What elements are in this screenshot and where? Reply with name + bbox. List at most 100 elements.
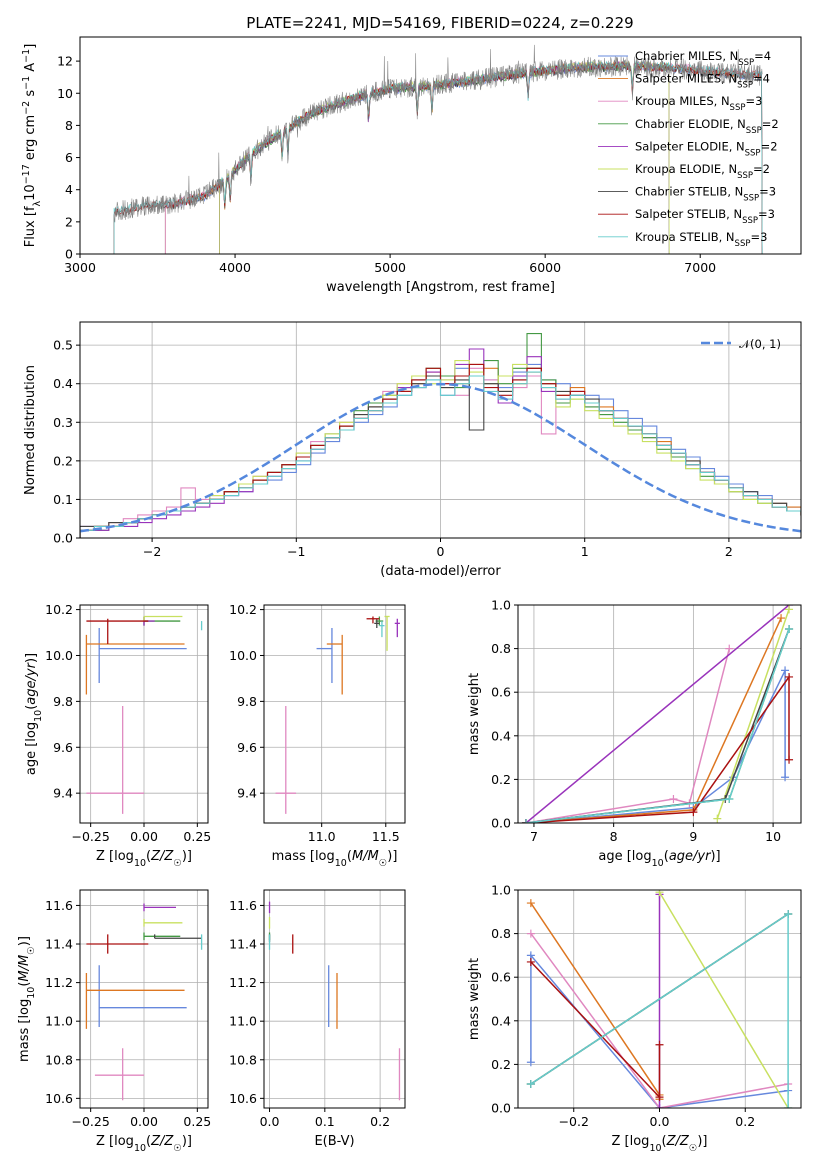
x-axis-label: age [log10(age/yr)] xyxy=(598,849,720,869)
label-part: )] xyxy=(710,849,720,864)
y-tick-label: 10.6 xyxy=(229,1091,257,1106)
x-tick-label: −0.25 xyxy=(72,1114,110,1129)
y-tick-label: 0.6 xyxy=(491,685,511,700)
x-tick-label: 9 xyxy=(689,829,697,844)
label-part: ( xyxy=(664,849,669,864)
label-part: ☉ xyxy=(26,946,37,955)
y-tick-label: 0.8 xyxy=(491,641,511,656)
weight-marker xyxy=(781,773,790,782)
x-axis-label: Z [log10(Z/Z☉)] xyxy=(96,849,192,869)
weight-marker xyxy=(781,666,790,675)
y-tick-label: 6 xyxy=(65,150,73,165)
weight-marker xyxy=(785,672,794,681)
label-part: −1 xyxy=(21,49,32,63)
y-tick-label: 0.0 xyxy=(491,816,511,831)
weight-marker xyxy=(785,755,794,764)
label-part: )] xyxy=(17,936,32,946)
label-part: )] xyxy=(24,653,39,663)
x-tick-label: 0.1 xyxy=(315,1114,335,1129)
plot-area xyxy=(80,605,208,823)
plot-area xyxy=(518,890,801,1108)
label-part: ( xyxy=(347,849,352,864)
x-tick-label: 0.0 xyxy=(260,1114,280,1129)
axes-frame xyxy=(263,604,406,824)
histogram-step xyxy=(80,363,801,538)
label-part: Z/Z xyxy=(150,1134,174,1149)
legend-label: Salpeter ELODIE, NSSP=2 xyxy=(635,139,778,158)
normal-curve xyxy=(80,382,801,533)
legend-label: 𝒩(0, 1) xyxy=(739,337,781,351)
plot-area xyxy=(80,890,208,1108)
x-tick-label: 5000 xyxy=(374,260,406,275)
label-part: Z [log xyxy=(96,1134,134,1149)
label-part: 10 xyxy=(134,858,146,869)
weight-marker xyxy=(526,899,535,908)
model-spectrum-line xyxy=(164,62,763,254)
legend-text: Kroupa MILES, N xyxy=(635,94,730,108)
legend-text: Chabrier STELIB, N xyxy=(635,185,743,199)
legend-sub: SSP xyxy=(745,148,761,158)
legend-label: Chabrier STELIB, NSSP=3 xyxy=(635,185,776,204)
weight-line xyxy=(658,891,789,1108)
y-tick-label: 0.1 xyxy=(53,492,73,507)
axes-frame xyxy=(79,36,802,255)
plot-area xyxy=(264,890,405,1108)
weight-marker xyxy=(526,929,535,938)
y-tick-label: 9.6 xyxy=(237,740,257,755)
y-tick-label: 2 xyxy=(65,214,73,229)
plot-age_vs_mass: 11.0 11.5 9.4 9.6 9.8 10.0 10.2 mass [log10(M/M… xyxy=(229,602,406,869)
label-part: age/yr xyxy=(669,849,712,864)
label-part: )] xyxy=(182,849,192,864)
weight-marker xyxy=(785,624,794,633)
histogram-step xyxy=(80,363,801,538)
y-tick-label: 0.4 xyxy=(491,1013,511,1028)
y-axis-label: age [log10(age/yr)] xyxy=(24,653,44,775)
histogram-step xyxy=(80,367,801,538)
x-tick-label: 8 xyxy=(610,829,618,844)
weight-marker xyxy=(655,1104,664,1108)
y-tick-label: 0.8 xyxy=(491,926,511,941)
figure-title: PLATE=2241, MJD=54169, FIBERID=0224, z=0… xyxy=(246,14,633,32)
weight-line xyxy=(530,961,661,1099)
y-tick-label: 10.0 xyxy=(229,648,257,663)
y-tick-label: 11.2 xyxy=(45,975,73,990)
y-tick-label: 0.2 xyxy=(491,1057,511,1072)
x-tick-label: 0.0 xyxy=(650,1114,670,1129)
label-part: ] xyxy=(23,44,38,49)
weight-line xyxy=(530,933,789,1108)
data-spectrum-line xyxy=(113,44,763,223)
y-tick-label: 0.3 xyxy=(53,415,73,430)
x-tick-label: −0.2 xyxy=(559,1114,589,1129)
x-axis-label: Z [log10(Z/Z☉)] xyxy=(96,1134,192,1154)
x-tick-label: 11.5 xyxy=(372,829,400,844)
y-tick-label: 0.2 xyxy=(53,453,73,468)
axes-frame xyxy=(79,889,209,1109)
legend-label: Salpeter MILES, NSSP=4 xyxy=(635,72,770,91)
label-part: )] xyxy=(387,849,397,864)
y-tick-label: 4 xyxy=(65,182,73,197)
y-tick-label: 9.8 xyxy=(237,694,257,709)
plot-area xyxy=(518,605,801,823)
y-tick-label: 11.6 xyxy=(45,898,73,913)
label-part: −1 xyxy=(21,76,32,90)
model-spectrum-line xyxy=(219,60,670,254)
label-part: λ xyxy=(32,200,43,206)
legend-text: Salpeter ELODIE, N xyxy=(635,139,745,153)
y-tick-label: 11.0 xyxy=(229,1014,257,1029)
legend-text: =2 xyxy=(753,162,770,176)
legend-text: Kroupa ELODIE, N xyxy=(635,162,737,176)
label-part: 10 xyxy=(134,1143,146,1154)
label-part: Z [log xyxy=(96,849,134,864)
axes-frame xyxy=(517,604,802,824)
x-tick-label: 7 xyxy=(530,829,538,844)
label-part: Z [log xyxy=(612,1134,650,1149)
x-axis-label: E(B-V) xyxy=(314,1134,354,1149)
weight-line xyxy=(716,609,790,819)
label-part: age [log xyxy=(598,849,651,864)
plot-area xyxy=(264,605,405,823)
weight-marker xyxy=(526,957,535,966)
label-part: E(B-V) xyxy=(314,1134,354,1149)
y-tick-label: 0.2 xyxy=(491,772,511,787)
y-tick-label: 11.4 xyxy=(229,937,257,952)
model-spectrum-line xyxy=(219,60,670,254)
